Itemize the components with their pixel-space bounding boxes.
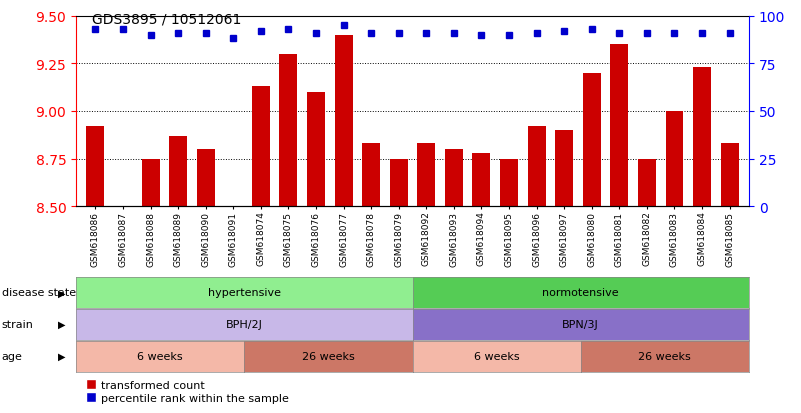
Text: GDS3895 / 10512061: GDS3895 / 10512061 [92, 12, 241, 26]
Text: 6 weeks: 6 weeks [138, 351, 183, 361]
Text: BPN/3J: BPN/3J [562, 319, 599, 330]
Bar [528, 127, 545, 207]
Bar [142, 159, 159, 207]
Legend: transformed count, percentile rank within the sample: transformed count, percentile rank withi… [82, 375, 293, 408]
Text: 26 weeks: 26 weeks [638, 351, 691, 361]
Bar [252, 87, 270, 207]
Text: age: age [2, 351, 22, 361]
Text: ▶: ▶ [58, 351, 65, 361]
Bar [500, 159, 518, 207]
Text: disease state: disease state [2, 287, 76, 298]
Bar [445, 150, 463, 207]
Bar [87, 127, 104, 207]
Bar [335, 36, 352, 207]
Bar [417, 144, 435, 207]
Bar [169, 136, 187, 207]
Bar [280, 55, 297, 207]
Bar [666, 112, 683, 207]
Bar [473, 154, 490, 207]
Bar [638, 159, 656, 207]
Text: BPH/2J: BPH/2J [226, 319, 263, 330]
Bar [362, 144, 380, 207]
Bar [197, 150, 215, 207]
Text: ▶: ▶ [58, 319, 65, 330]
Text: 26 weeks: 26 weeks [302, 351, 355, 361]
Bar [307, 93, 325, 207]
Text: 6 weeks: 6 weeks [474, 351, 519, 361]
Bar [583, 74, 601, 207]
Bar [390, 159, 408, 207]
Bar [610, 45, 628, 207]
Bar [721, 144, 739, 207]
Text: normotensive: normotensive [542, 287, 619, 298]
Bar [693, 68, 711, 207]
Text: hypertensive: hypertensive [207, 287, 281, 298]
Text: ▶: ▶ [58, 287, 65, 298]
Bar [555, 131, 574, 207]
Text: strain: strain [2, 319, 34, 330]
